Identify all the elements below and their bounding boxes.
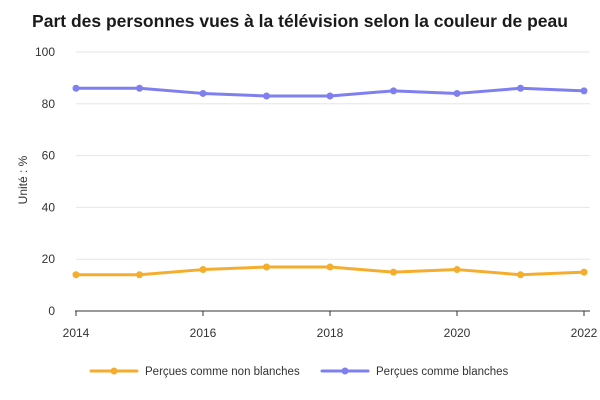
y-tick-label: 80 — [42, 97, 56, 111]
x-tick-label: 2018 — [317, 326, 344, 340]
y-tick-label: 0 — [48, 304, 55, 318]
legend: Perçues comme non blanches Perçues comme … — [89, 366, 509, 378]
legend-swatch-marker — [110, 367, 118, 375]
data-point[interactable] — [517, 84, 524, 92]
data-point[interactable] — [326, 92, 334, 100]
data-point[interactable] — [199, 266, 207, 274]
data-point[interactable] — [326, 263, 334, 271]
data-point[interactable] — [136, 84, 143, 92]
data-point[interactable] — [136, 271, 143, 279]
legend-swatch-marker — [341, 367, 349, 375]
x-tick-label: 2014 — [63, 326, 90, 340]
data-point[interactable] — [199, 89, 207, 97]
y-tick-label: 100 — [35, 45, 55, 59]
x-tick-label: 2022 — [571, 326, 598, 340]
legend-item-0[interactable]: Perçues comme non blanches — [89, 366, 300, 378]
y-axis-ticks: 0 20 40 60 80 100 — [35, 45, 55, 318]
series-group — [72, 84, 588, 279]
chart-title: Part des personnes vues à la télévision … — [32, 11, 568, 31]
data-point[interactable] — [263, 263, 270, 271]
x-tick-label: 2016 — [190, 326, 217, 340]
data-point[interactable] — [580, 87, 588, 95]
x-axis: 2014 2016 2018 2020 2022 — [63, 310, 598, 340]
data-point[interactable] — [72, 84, 80, 92]
y-tick-label: 60 — [42, 149, 56, 163]
data-point[interactable] — [580, 268, 588, 276]
series-0 — [72, 263, 588, 279]
data-point[interactable] — [390, 87, 397, 95]
data-point[interactable] — [72, 271, 80, 279]
data-point[interactable] — [390, 268, 397, 276]
legend-item-1[interactable]: Perçues comme blanches — [320, 366, 509, 378]
y-tick-label: 20 — [42, 252, 56, 266]
y-axis-label: Unité : % — [16, 155, 30, 204]
legend-label: Perçues comme non blanches — [145, 366, 300, 378]
x-tick-label: 2020 — [444, 326, 471, 340]
data-point[interactable] — [453, 266, 461, 274]
data-point[interactable] — [453, 89, 461, 97]
data-point[interactable] — [263, 92, 270, 100]
grid-lines — [76, 51, 590, 260]
data-point[interactable] — [517, 271, 524, 279]
legend-label: Perçues comme blanches — [376, 366, 509, 378]
y-tick-label: 40 — [42, 200, 56, 214]
series-1 — [72, 84, 588, 100]
